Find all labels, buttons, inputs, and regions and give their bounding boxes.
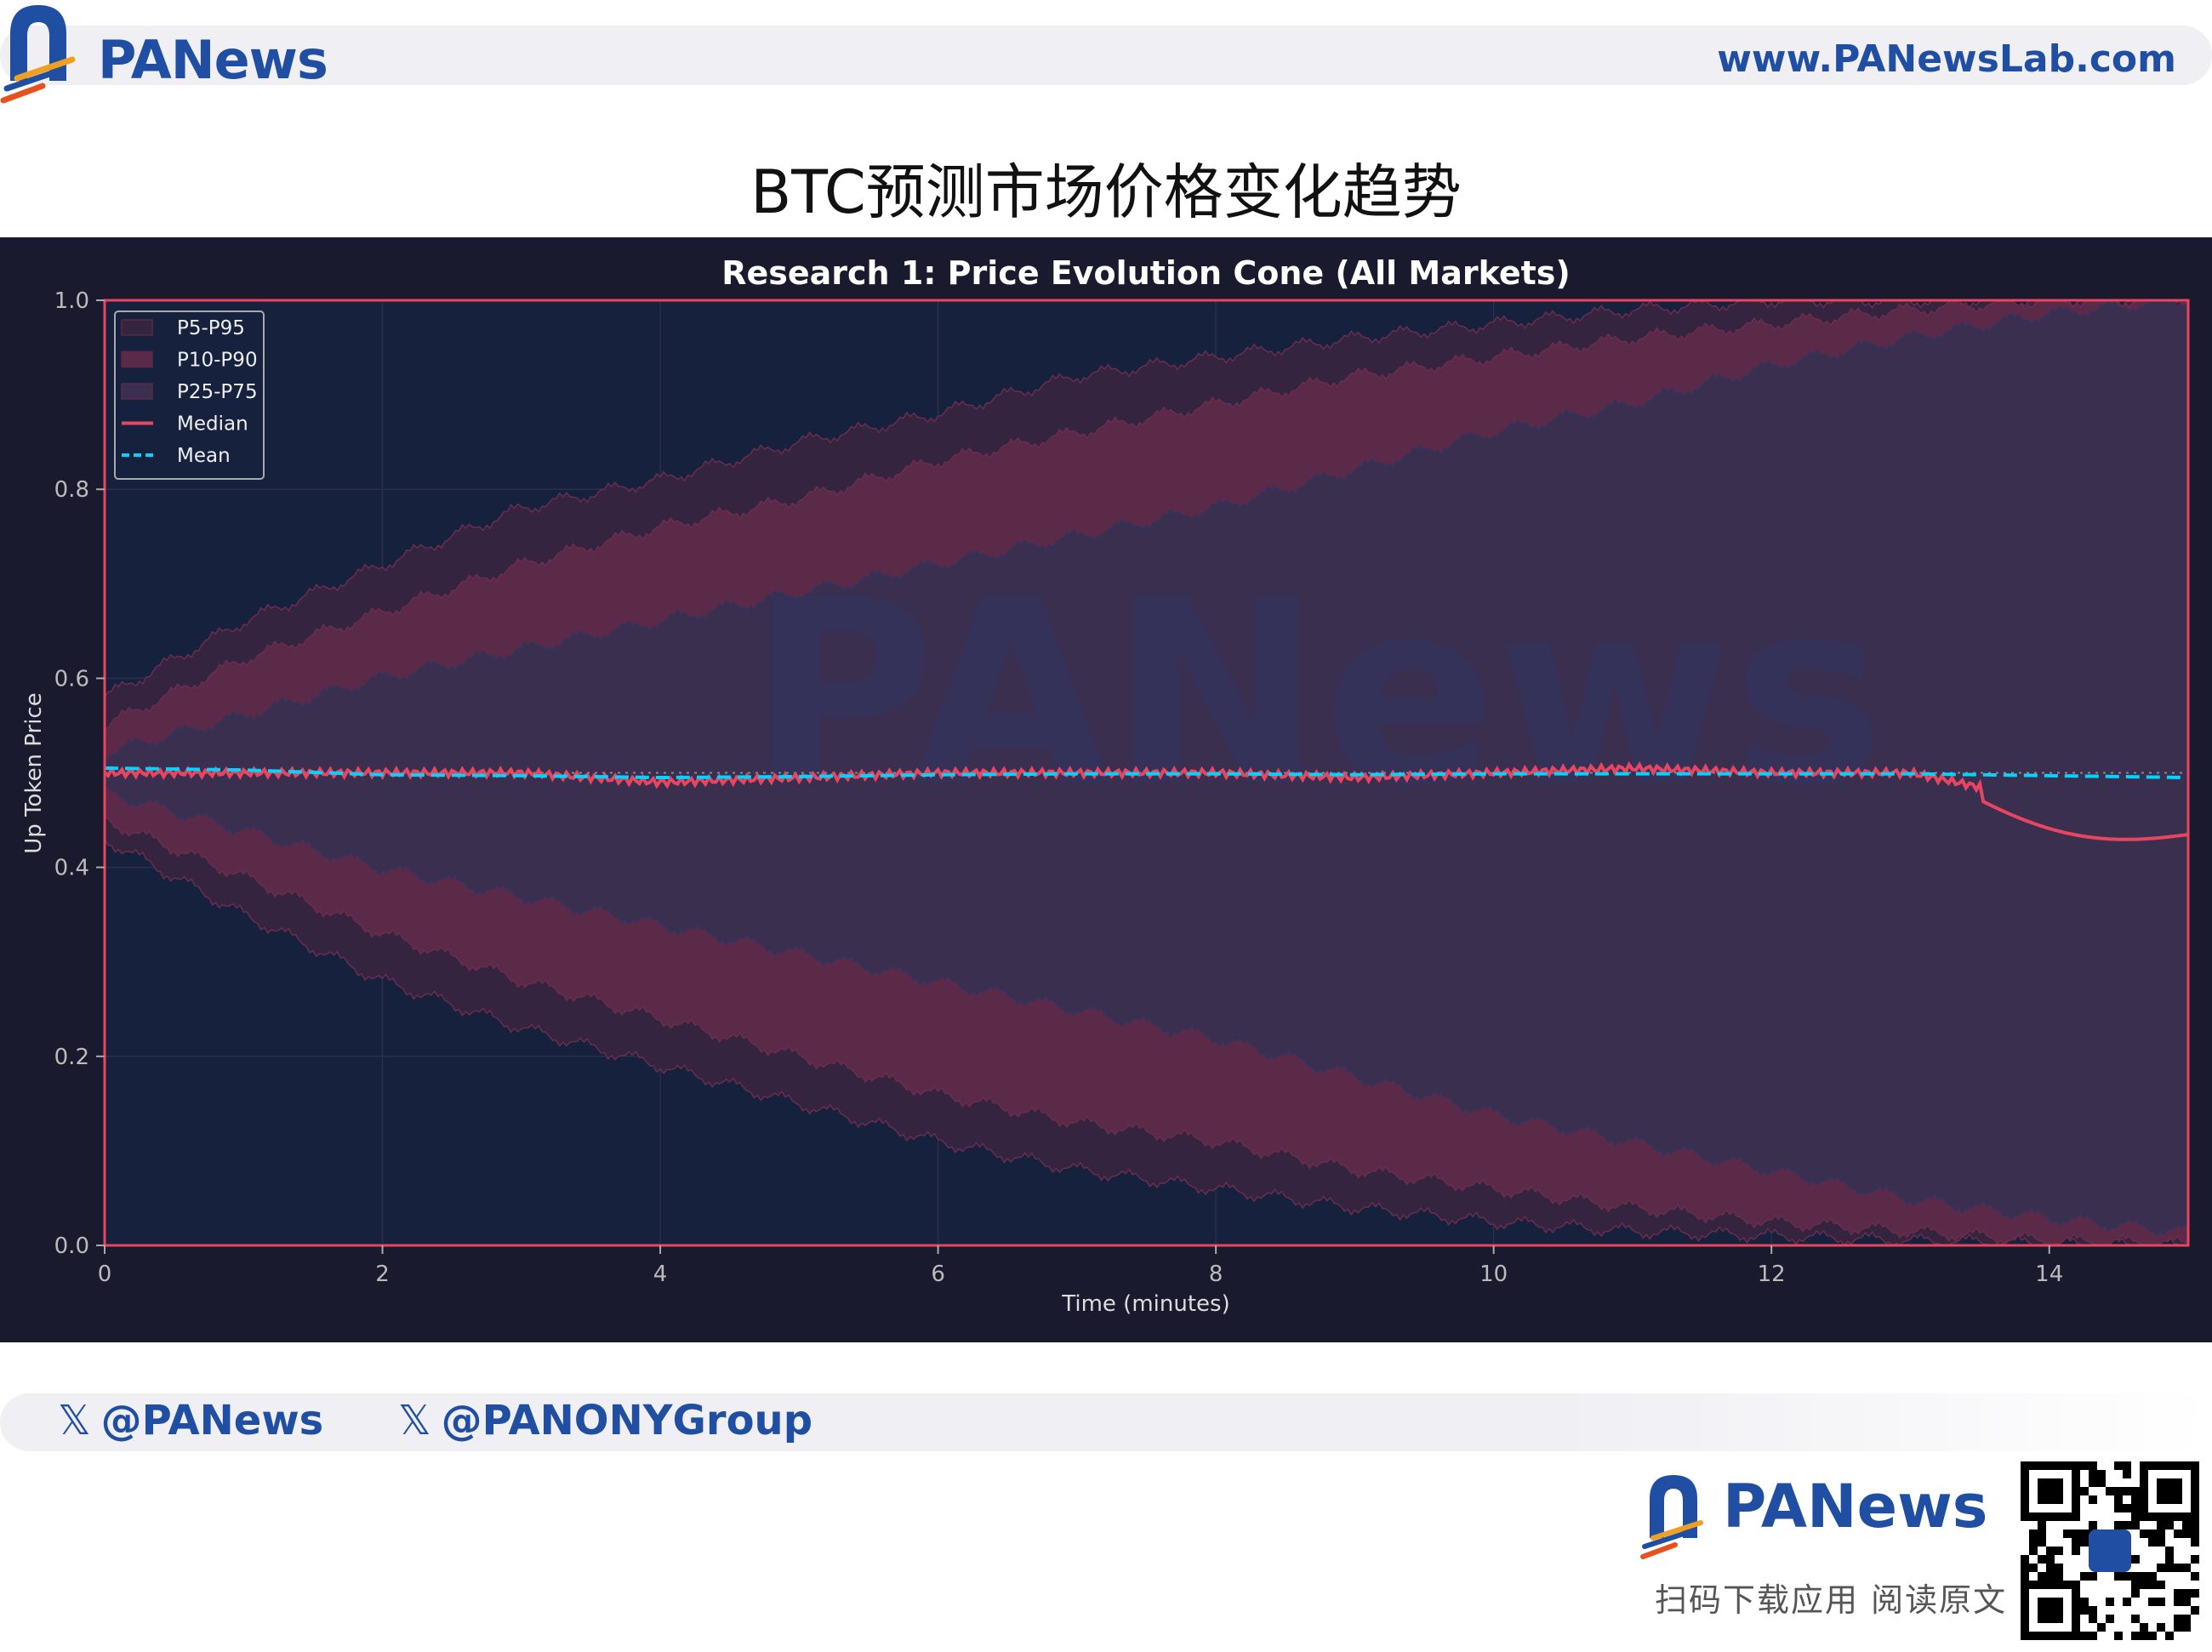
x-logo-icon: 𝕏 [58,1397,91,1444]
price-cone-chart: PANews 0 2 4 6 8 10 12 14 0.0 0.2 0.4 0.6 0.8 1.0 Re… [21,254,2190,1317]
panews-logo-icon [0,5,76,104]
chart-panel: PANews 0 2 4 6 8 10 12 14 0.0 0.2 0.4 0.6 0.8 1.0 Re… [0,237,2212,1342]
x-tick-label: 2 [375,1262,390,1287]
handle-text: @PANews [100,1397,324,1444]
x-axis: 0 2 4 6 8 10 12 14 [98,1245,2063,1287]
x-tick-label: 8 [1209,1262,1223,1287]
plot-frame [103,299,2190,1247]
site-url-link[interactable]: www.PANewsLab.com [1717,37,2176,81]
x-axis-label: Time (minutes) [1061,1291,1229,1317]
watermark: PANews [749,545,1884,842]
x-handle-panonygroup[interactable]: 𝕏 @PANONYGroup [398,1397,812,1444]
x-tick-label: 14 [2035,1262,2063,1287]
y-tick-label: 0.2 [54,1045,89,1070]
x-handle-panews[interactable]: 𝕏 @PANews [58,1397,323,1444]
legend-label: P5-P95 [177,317,245,339]
brand-logo-text: PANews [98,29,328,91]
x-tick-label: 10 [1479,1262,1508,1287]
mean-line [104,766,2189,780]
y-tick-label: 0.6 [54,666,89,692]
legend-label: Median [177,413,248,436]
legend: P5-P95 P10-P90 P25-P75 Median Mean [114,310,265,480]
qr-code-icon[interactable] [2021,1461,2199,1640]
footer-band [0,1393,2212,1451]
x-tick-label: 4 [653,1262,668,1287]
y-tick-label: 1.0 [54,288,89,314]
x-logo-icon: 𝕏 [398,1397,431,1444]
legend-swatch [121,350,153,368]
y-tick-label: 0.8 [54,477,89,503]
y-axis-label: Up Token Price [21,692,47,853]
legend-label: P10-P90 [177,350,258,372]
handle-text: @PANONYGroup [441,1397,813,1444]
chart-title: Research 1: Price Evolution Cone (All Ma… [721,254,1571,292]
y-tick-label: 0.4 [54,856,89,881]
page-title: BTC预测市场价格变化趋势 [750,157,1462,227]
legend-label: Mean [177,445,231,467]
x-tick-label: 12 [1758,1262,1786,1287]
y-tick-label: 0.0 [54,1233,89,1259]
y-axis: 0.0 0.2 0.4 0.6 0.8 1.0 [54,288,105,1259]
legend-swatch [121,383,153,400]
footer-brand-logo-text: PANews [1723,1472,1988,1541]
series-lines [103,760,2189,841]
legend-label: P25-P75 [177,381,258,403]
legend-swatch [121,319,153,336]
footer-caption: 扫码下载应用 阅读原文 [1655,1581,2008,1619]
x-tick-label: 6 [931,1262,945,1287]
x-tick-label: 0 [98,1262,112,1287]
panews-logo-icon [1640,1475,1703,1559]
header-band [0,26,2212,85]
